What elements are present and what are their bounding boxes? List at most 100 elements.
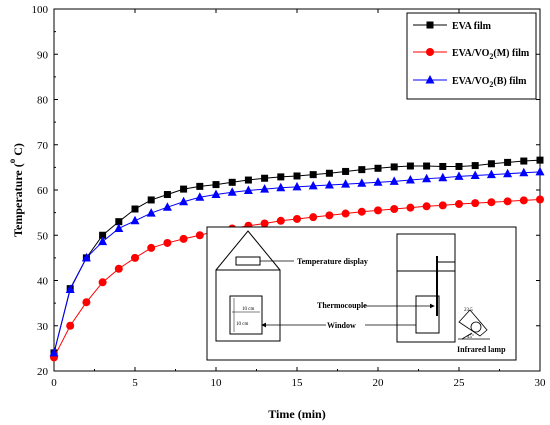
data-point	[373, 177, 383, 186]
data-point	[519, 167, 529, 177]
data-point	[212, 181, 220, 189]
data-point	[406, 203, 415, 212]
data-point	[146, 208, 156, 217]
legend-label: EVA/VO2(M) film	[452, 48, 530, 61]
data-point	[179, 234, 188, 243]
side-view-box	[396, 233, 456, 343]
legend-label-tail: (M) film	[493, 48, 529, 59]
data-point	[341, 209, 350, 218]
data-point	[504, 158, 512, 166]
legend-label-subscript: 2	[489, 52, 493, 61]
data-point	[439, 162, 447, 170]
data-point	[260, 219, 269, 228]
data-point	[292, 181, 302, 191]
infrared-lamp: 23.5 45°	[458, 308, 490, 340]
legend-marker	[426, 21, 434, 29]
data-point	[147, 243, 156, 252]
side-window	[415, 295, 440, 334]
data-point	[470, 170, 480, 180]
x-tick-label: 25	[454, 377, 466, 389]
data-point	[357, 207, 366, 216]
data-point	[276, 182, 286, 192]
data-point	[261, 174, 269, 182]
x-tick-label: 5	[132, 377, 138, 389]
legend-label-subscript: 2	[489, 80, 493, 89]
data-point	[325, 169, 333, 177]
front-view-roof	[215, 230, 281, 271]
y-tick-label: 70	[37, 140, 49, 152]
data-point	[405, 175, 415, 184]
data-point	[455, 200, 463, 209]
x-tick-label: 10	[211, 377, 223, 389]
front-view: 10 cm 10 cm	[215, 230, 281, 342]
data-point	[454, 171, 464, 180]
data-point	[341, 179, 351, 188]
data-point	[309, 171, 317, 179]
y-tick-label: 80	[37, 95, 49, 107]
schematic-frame	[206, 226, 517, 361]
data-point	[180, 185, 188, 193]
window-dim-1: 10 cm	[242, 307, 254, 312]
data-point	[325, 211, 334, 220]
data-point	[536, 156, 544, 164]
data-point	[438, 201, 447, 210]
data-point	[471, 199, 480, 208]
data-point	[244, 176, 252, 184]
setup-schematic: 10 cm 10 cm 23.5 45° Temperature display…	[206, 226, 517, 361]
data-point	[389, 176, 399, 185]
legend-label-base: EVA/VO	[452, 48, 490, 59]
legend-item-0: EVA film	[413, 21, 492, 32]
data-point	[374, 206, 382, 215]
legend-item-2: EVA/VO2(B) film	[413, 75, 527, 89]
data-point	[390, 163, 398, 171]
data-point	[162, 202, 172, 211]
series-layer	[49, 156, 545, 362]
data-point	[277, 173, 285, 181]
data-point	[519, 196, 528, 205]
svg-text:Temperature (o C): Temperature (o C)	[7, 143, 25, 237]
data-point	[163, 191, 171, 199]
data-point	[520, 157, 528, 165]
data-point	[536, 195, 544, 204]
data-point	[131, 253, 139, 262]
y-tick-label: 100	[32, 4, 49, 16]
lamp-stand	[461, 332, 473, 340]
data-point	[195, 192, 205, 201]
x-tick-label: 20	[373, 377, 385, 389]
data-point	[98, 278, 107, 287]
data-point	[357, 178, 367, 187]
data-point	[49, 347, 59, 357]
data-point	[438, 172, 448, 182]
y-axis-title: Temperature (	[11, 163, 25, 237]
data-point	[66, 321, 75, 330]
data-point	[131, 205, 139, 213]
data-point	[227, 187, 237, 196]
x-tick-label: 0	[51, 377, 57, 389]
legend-label-tail: (B) film	[493, 76, 527, 87]
data-point	[324, 180, 334, 189]
legend-label-base: EVA film	[452, 21, 492, 32]
series-2	[49, 166, 545, 357]
thermocouple-label: Thermocouple	[317, 301, 367, 310]
legend-label: EVA film	[452, 21, 492, 32]
y-tick-label: 20	[37, 366, 49, 378]
data-point	[390, 205, 399, 214]
data-point	[211, 189, 221, 199]
data-point	[422, 202, 431, 211]
y-axis: 20 30 40 50 60 70 80 90 100	[32, 4, 540, 378]
data-point	[486, 169, 496, 179]
data-point	[65, 284, 75, 294]
data-point	[487, 160, 495, 168]
data-point	[147, 196, 155, 204]
data-point	[423, 162, 431, 170]
y-axis-degree-sign: o	[7, 158, 17, 163]
data-point	[374, 164, 382, 172]
data-point	[342, 167, 350, 175]
front-window	[229, 295, 263, 335]
data-point	[196, 182, 204, 190]
data-point	[228, 178, 236, 186]
temperature-display-label: Temperature display	[297, 257, 368, 266]
data-point	[98, 236, 108, 246]
data-point	[179, 196, 189, 206]
